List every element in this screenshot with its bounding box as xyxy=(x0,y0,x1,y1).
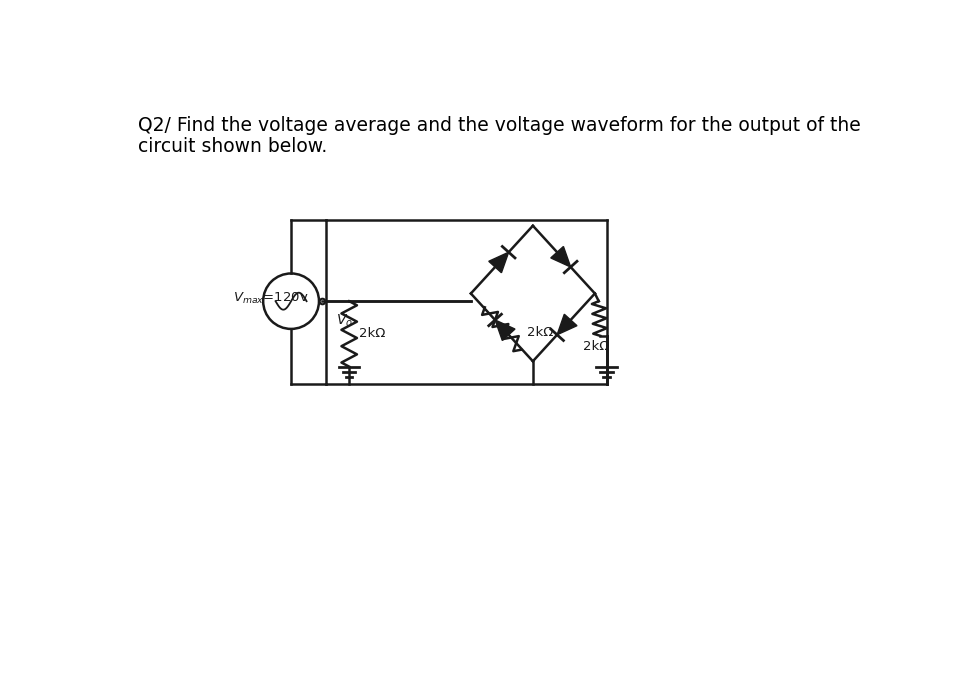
Polygon shape xyxy=(551,246,571,267)
Polygon shape xyxy=(557,314,577,335)
Text: $V_o$: $V_o$ xyxy=(336,313,353,329)
Text: Q2/ Find the voltage average and the voltage waveform for the output of the: Q2/ Find the voltage average and the vol… xyxy=(138,116,861,135)
Text: 2kΩ: 2kΩ xyxy=(583,339,610,353)
Text: $V_{max}$=120v: $V_{max}$=120v xyxy=(233,291,309,305)
Text: 2kΩ: 2kΩ xyxy=(360,328,386,341)
Text: circuit shown below.: circuit shown below. xyxy=(138,137,327,156)
Text: 2kΩ: 2kΩ xyxy=(528,326,554,339)
Polygon shape xyxy=(488,252,509,273)
Polygon shape xyxy=(495,320,515,341)
